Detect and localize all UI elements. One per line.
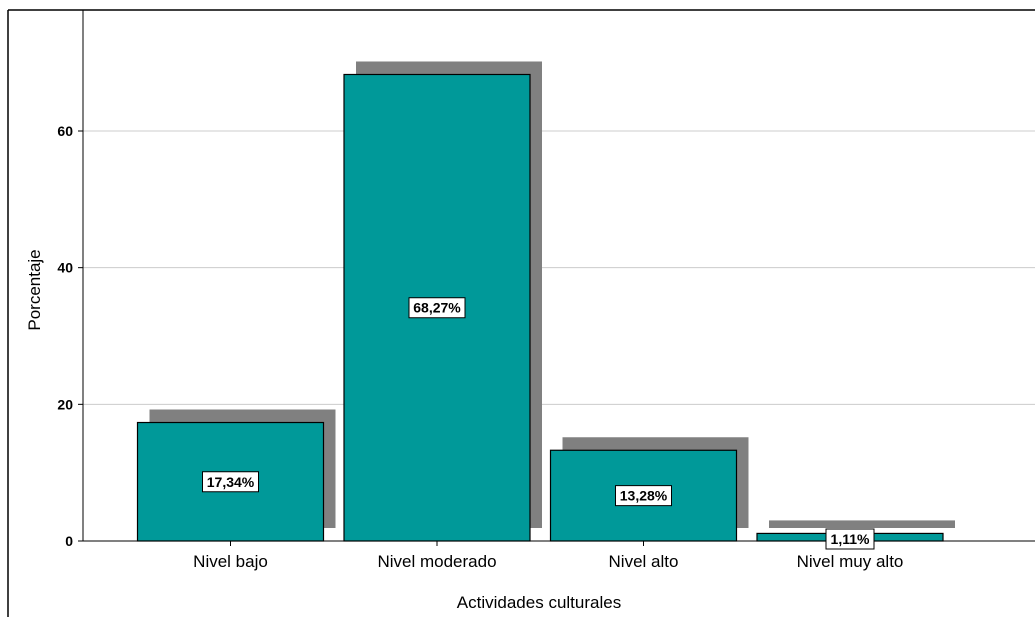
y-tick-label: 60 [57,123,73,139]
x-axis-title: Actividades culturales [457,593,621,612]
x-tick-label: Nivel alto [609,552,679,571]
data-label: 68,27% [413,300,461,316]
data-label-group: 13,28% [615,485,672,507]
data-label-box [408,297,466,319]
data-label: 13,28% [620,488,668,504]
grid-layer [83,130,1035,405]
data-label: 17,34% [207,474,255,490]
data-label-box [615,485,672,507]
x-tick-label: Nivel bajo [193,552,268,571]
data-label-group: 17,34% [202,471,259,493]
labels-layer: Nivel bajo 17,34% Nivel moderado 68,27% Nive… [193,297,904,571]
data-label-group: 68,27% [408,297,466,319]
y-tick-label: 40 [57,260,73,276]
bar-shadow [769,520,955,528]
data-label: 1,11% [831,531,870,547]
bar [549,449,738,542]
data-label-box [202,471,259,493]
data-label-box [825,528,875,550]
x-tick-label: Nivel muy alto [797,552,904,571]
y-tick-label: 20 [57,396,73,412]
x-tick-label: Nivel moderado [377,552,496,571]
bars-layer [136,61,955,542]
axis-layer: 0 20 40 60 [7,9,1035,617]
data-label-group: 1,11% [825,528,875,550]
y-axis-title: Porcentaje [25,249,44,330]
y-tick-label: 0 [65,533,73,549]
